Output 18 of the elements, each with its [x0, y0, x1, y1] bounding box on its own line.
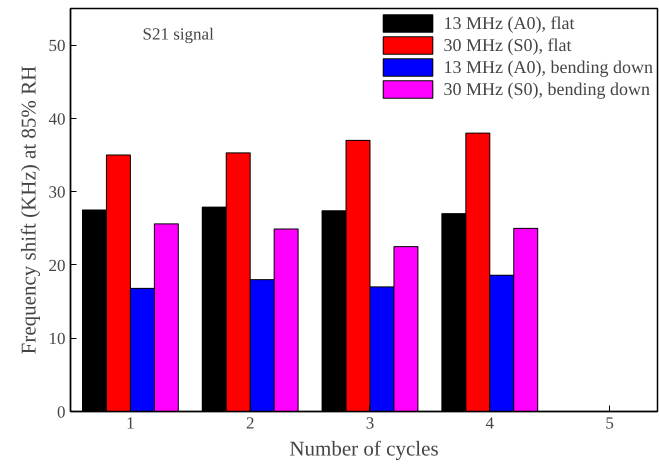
legend-label: 13 MHz (A0), bending down [444, 56, 653, 78]
x-tick-label: 3 [366, 414, 374, 432]
y-tick-label: 40 [48, 109, 66, 128]
legend-label: 13 MHz (A0), flat [444, 12, 574, 34]
legend-label: 30 MHz (S0), flat [444, 34, 572, 56]
x-tick-label: 4 [486, 414, 495, 432]
x-tick-label: 5 [605, 414, 614, 432]
y-tick-label: 50 [48, 36, 66, 56]
annotation: S21 signal [142, 24, 214, 44]
x-tick-label: 2 [246, 414, 254, 432]
x-tick-label: 1 [126, 414, 135, 432]
y-tick-label: 20 [48, 256, 66, 275]
y-tick-label: 30 [48, 182, 66, 202]
y-axis-title: Frequency shift (KHz) at 85% RH [16, 66, 40, 354]
y-tick-label: 0 [57, 402, 66, 422]
y-tick-label: 10 [48, 329, 66, 348]
x-axis-title: Number of cycles [289, 436, 439, 460]
legend-label: 30 MHz (S0), bending down [444, 78, 650, 100]
